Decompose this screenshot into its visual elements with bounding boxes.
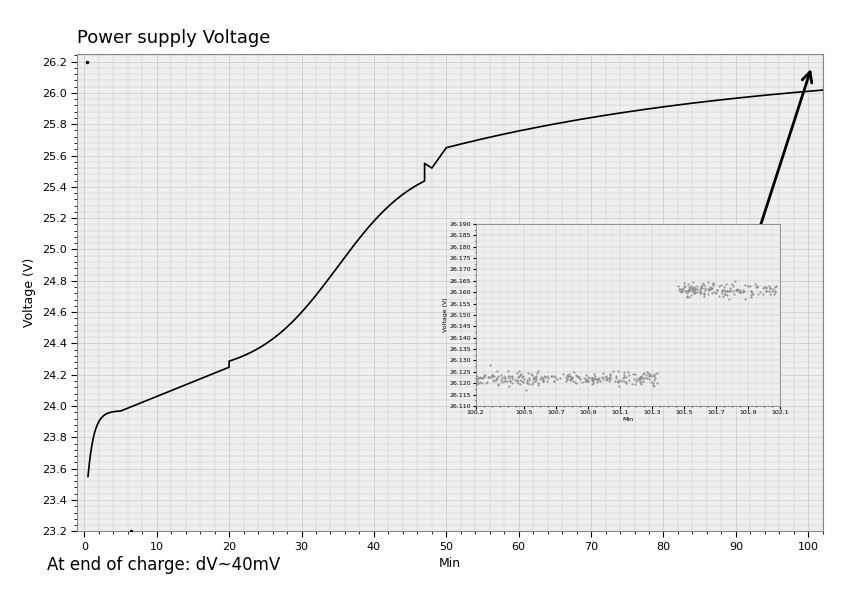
X-axis label: Min: Min bbox=[622, 417, 633, 421]
Text: At end of charge: dV~40mV: At end of charge: dV~40mV bbox=[47, 556, 280, 574]
X-axis label: Min: Min bbox=[439, 558, 461, 570]
Y-axis label: Voltage (V): Voltage (V) bbox=[443, 298, 448, 332]
Y-axis label: Voltage (V): Voltage (V) bbox=[23, 258, 36, 327]
Text: Power supply Voltage: Power supply Voltage bbox=[77, 29, 271, 47]
